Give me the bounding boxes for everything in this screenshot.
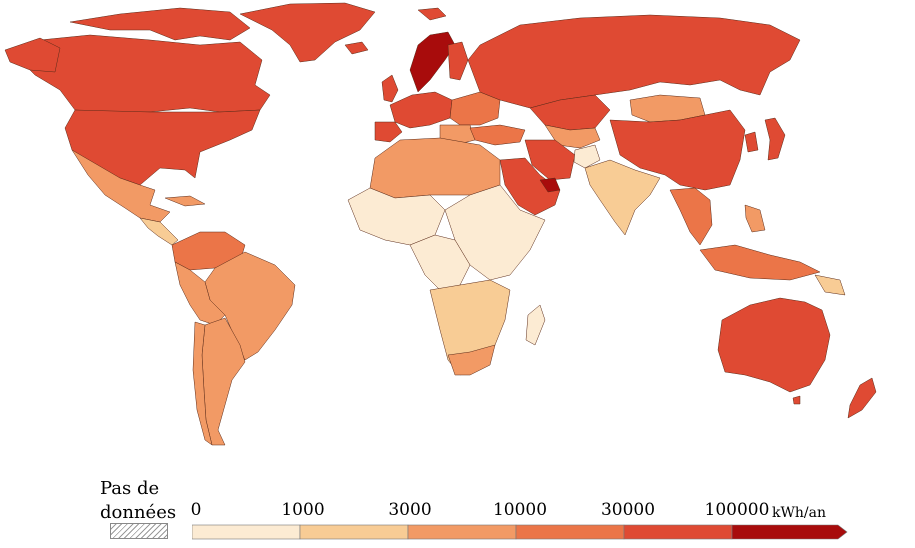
region-svalbard	[417, 7, 447, 21]
tick-label-100000: 100000	[704, 500, 770, 520]
tick-label-1000: 1000	[281, 500, 325, 520]
region-philippines	[744, 204, 766, 233]
scale-segment-1	[192, 524, 301, 540]
region-png	[814, 274, 846, 296]
tick-label-0: 0	[190, 500, 202, 520]
region-caribbean	[164, 195, 206, 207]
region-chile	[192, 321, 213, 446]
region-russia	[467, 14, 801, 109]
region-canada	[14, 34, 271, 113]
region-turkey	[469, 124, 526, 146]
scale-segment-5	[623, 524, 733, 540]
region-china	[609, 109, 746, 191]
region-japan	[764, 117, 786, 161]
region-madagascar	[525, 304, 546, 346]
tick-label-10000: 10000	[492, 500, 548, 520]
region-gulf-states	[539, 177, 561, 193]
scale-segment-4	[515, 524, 625, 540]
region-central-africa	[409, 234, 471, 291]
region-central-america	[139, 217, 179, 246]
region-india	[584, 159, 661, 236]
scale-segment-2	[299, 524, 409, 540]
region-iceland	[344, 41, 369, 55]
region-korea	[744, 131, 759, 153]
region-mexico	[71, 149, 171, 223]
nodata-label-line1: Pas de	[100, 478, 160, 499]
region-finland	[447, 41, 469, 81]
region-alaska	[4, 37, 61, 73]
tick-label-30000: 30000	[600, 500, 656, 520]
region-uk	[381, 74, 399, 103]
nodata-legend-label: Pas de données	[100, 477, 176, 525]
region-southeast-asia	[669, 187, 713, 246]
region-western-europe	[389, 91, 453, 129]
region-afghanistan	[573, 144, 601, 169]
region-east-africa	[444, 184, 546, 281]
region-south-africa	[447, 344, 496, 376]
world-map	[4, 2, 877, 446]
region-arabia	[499, 157, 561, 216]
region-north-africa	[369, 137, 501, 199]
region-west-africa	[347, 187, 446, 246]
color-scale-bar	[192, 524, 848, 540]
region-tasmania	[792, 395, 801, 405]
region-australia	[717, 297, 831, 393]
region-iran	[524, 139, 576, 181]
tick-label-3000: 3000	[388, 500, 432, 520]
scale-segment-6-arrow	[731, 524, 848, 540]
region-arctic-canada	[69, 7, 251, 41]
region-new-zealand	[847, 377, 877, 419]
unit-label: kWh/an	[772, 505, 826, 521]
scale-segment-3	[407, 524, 517, 540]
nodata-label-line2: données	[100, 502, 177, 523]
region-scandinavia	[409, 31, 456, 93]
nodata-hatch-swatch	[110, 523, 168, 539]
region-iberia	[374, 121, 403, 143]
region-greenland	[239, 2, 376, 63]
region-indonesia-malaysia	[699, 244, 821, 281]
